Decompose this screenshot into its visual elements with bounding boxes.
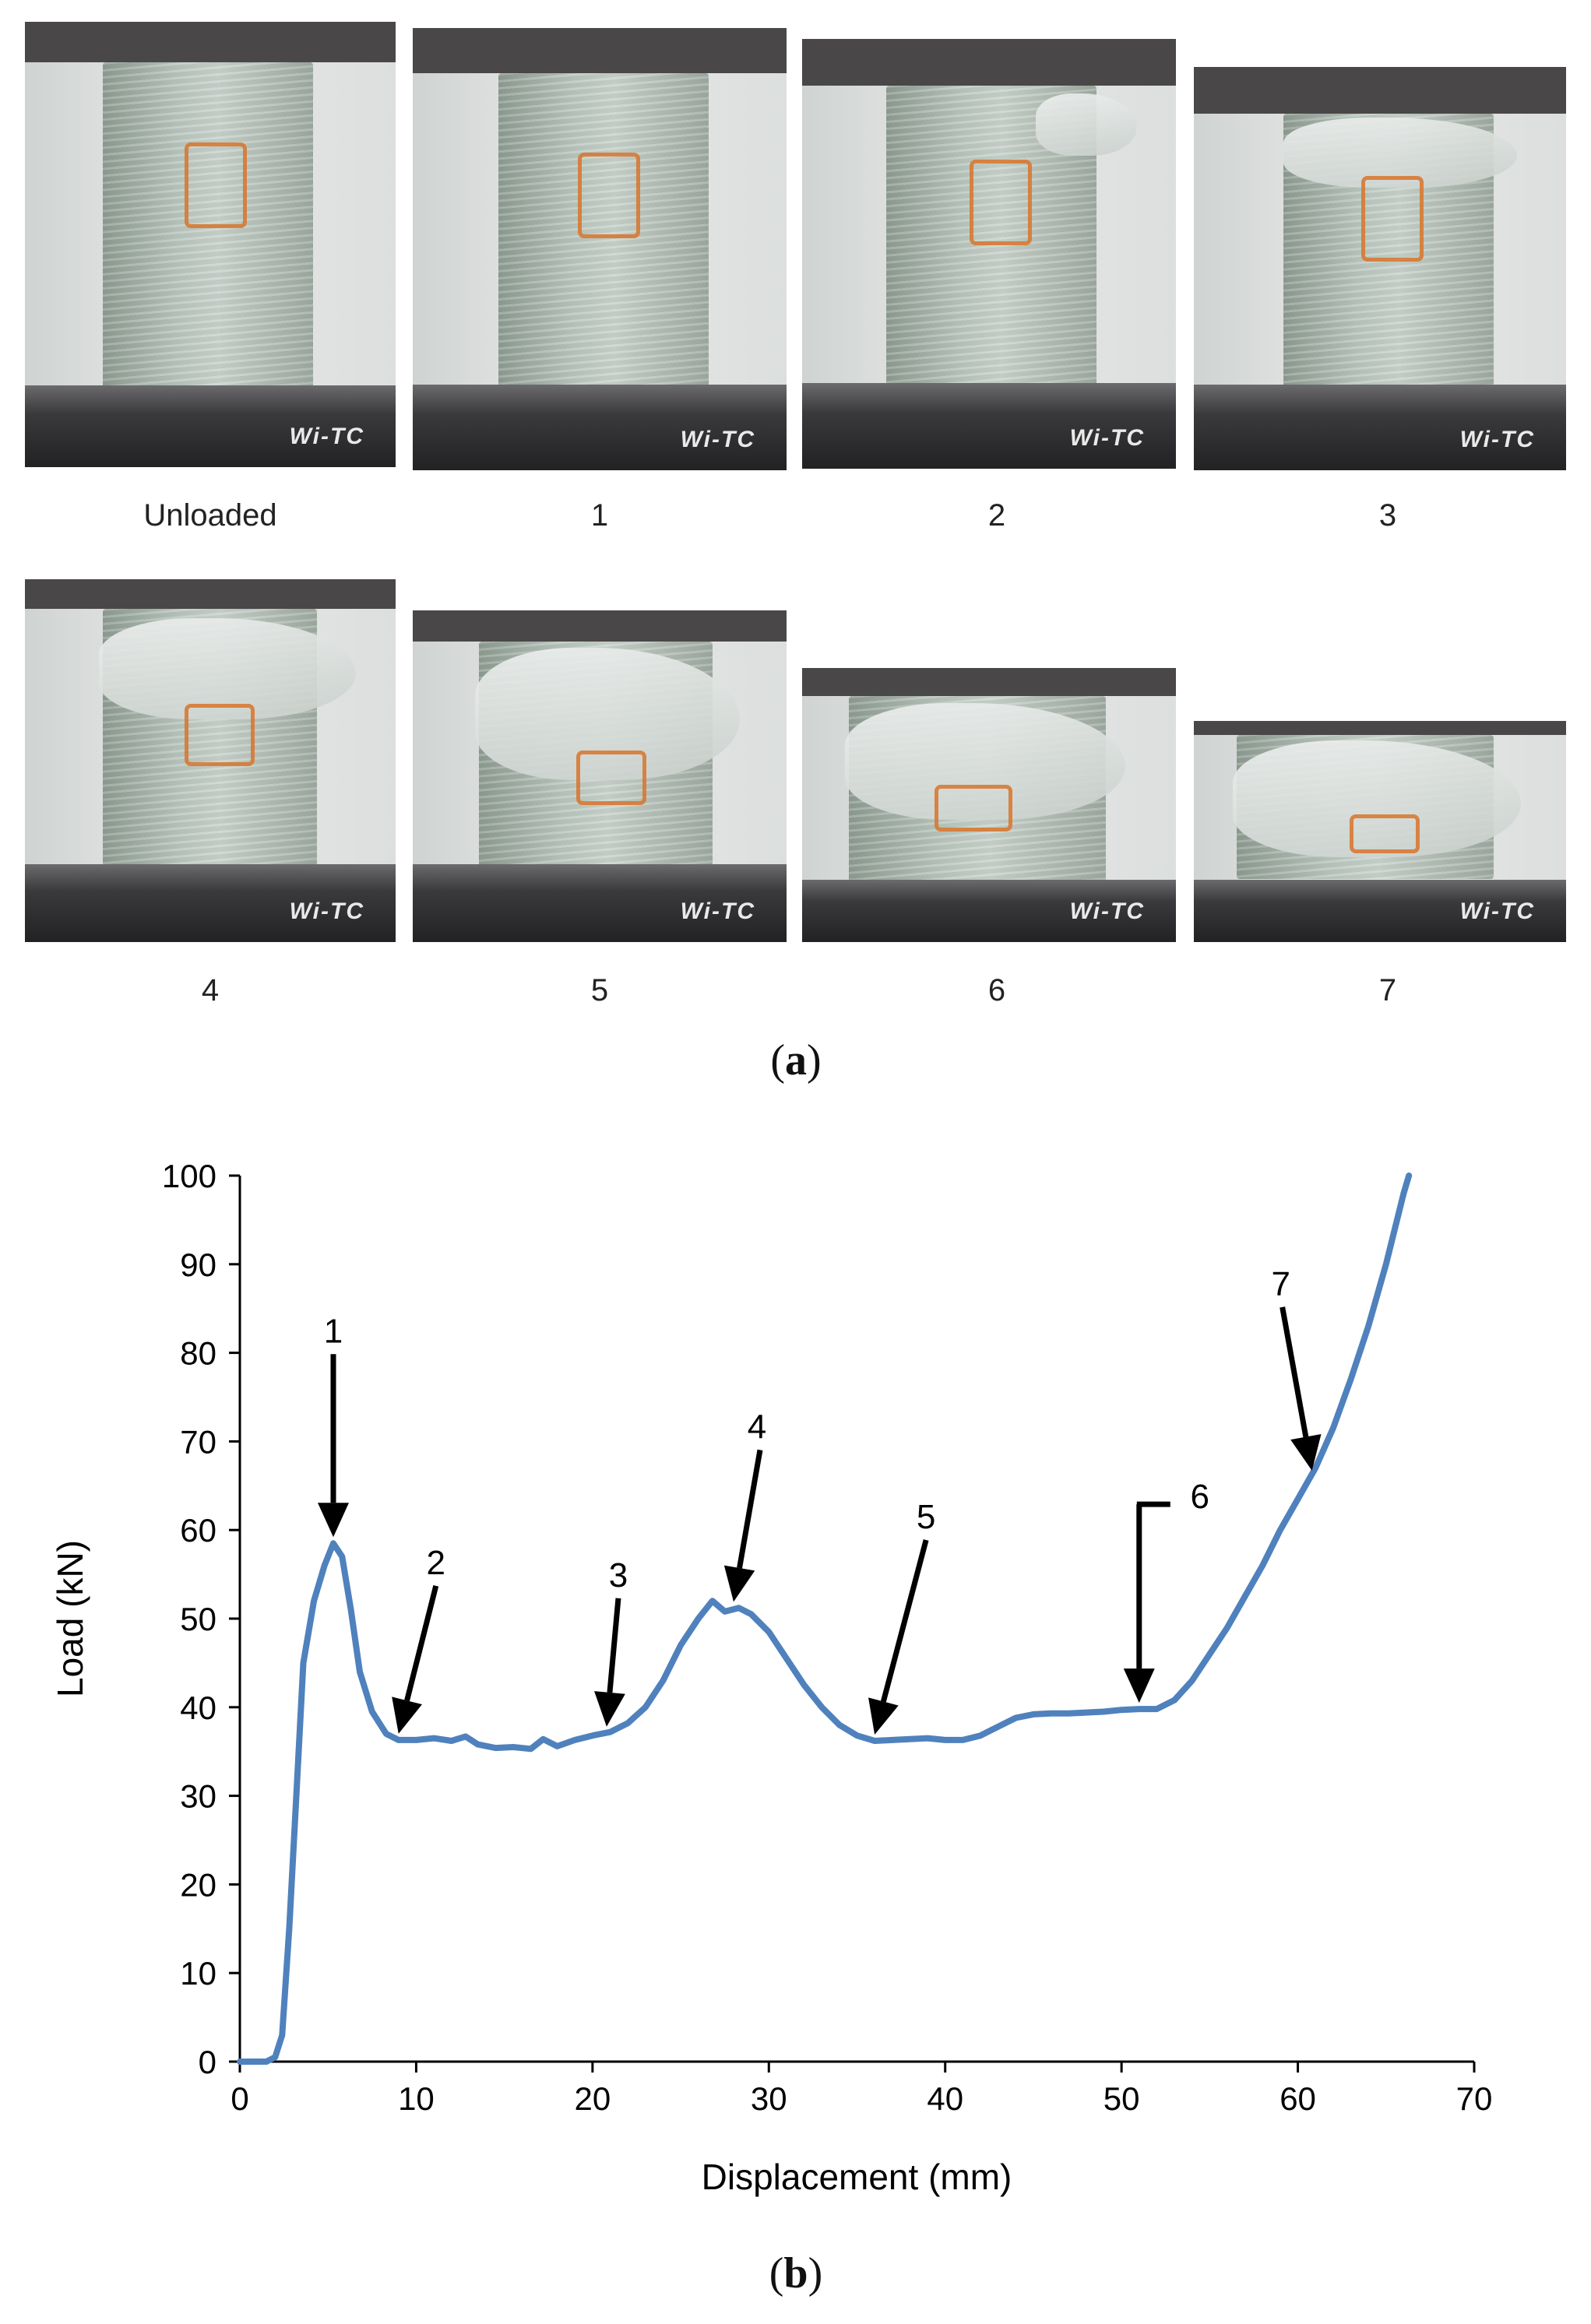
caption-7: 7 bbox=[1378, 973, 1397, 1007]
caption-1: 1 bbox=[590, 498, 609, 533]
annotation-label: 4 bbox=[748, 1408, 766, 1446]
y-tick-label: 20 bbox=[180, 1866, 216, 1903]
caption-3: 3 bbox=[1378, 498, 1397, 533]
annotation-2: 2 bbox=[392, 1544, 445, 1734]
specimen-photo-2: Wi-TC bbox=[802, 39, 1176, 469]
annotation-arrow-head bbox=[594, 1691, 625, 1727]
x-axis-label: Displacement (mm) bbox=[702, 2157, 1012, 2197]
panel-label-a: (a) bbox=[770, 1036, 822, 1085]
annotation-1: 1 bbox=[318, 1312, 350, 1538]
specimen-photo-4: Wi-TC bbox=[25, 579, 396, 942]
logo-text: Wi-TC bbox=[1069, 898, 1145, 924]
annotation-label: 1 bbox=[324, 1312, 343, 1350]
series-line bbox=[237, 1173, 1413, 2065]
caption-5: 5 bbox=[590, 973, 609, 1007]
annotation-arrow-shaft bbox=[404, 1585, 439, 1702]
annotation-arrow-head bbox=[868, 1697, 899, 1735]
specimen-photo-unloaded: Wi-TC bbox=[25, 22, 396, 467]
x-tick-label: 20 bbox=[574, 2080, 611, 2117]
caption-6: 6 bbox=[987, 973, 1006, 1007]
x-tick-label: 50 bbox=[1103, 2080, 1140, 2117]
x-tick-label: 10 bbox=[398, 2080, 435, 2117]
logo-text: Wi-TC bbox=[1459, 898, 1535, 924]
y-tick-label: 50 bbox=[180, 1601, 216, 1637]
annotation-label: 5 bbox=[917, 1498, 935, 1536]
x-tick-label: 40 bbox=[927, 2080, 963, 2117]
annotation-arrow-shaft bbox=[607, 1598, 621, 1693]
specimen-photo-5: Wi-TC bbox=[413, 610, 787, 942]
annotation-3: 3 bbox=[594, 1556, 628, 1727]
logo-text: Wi-TC bbox=[1069, 425, 1145, 451]
annotation-5: 5 bbox=[868, 1498, 935, 1735]
annotation-arrow-head bbox=[723, 1565, 755, 1602]
annotation-label: 2 bbox=[427, 1544, 445, 1582]
y-tick-label: 60 bbox=[180, 1512, 216, 1549]
annotation-label: 3 bbox=[609, 1556, 628, 1594]
y-tick-label: 90 bbox=[180, 1246, 216, 1283]
logo-text: Wi-TC bbox=[1459, 427, 1535, 452]
y-tick-label: 100 bbox=[162, 1158, 216, 1194]
specimen-photo-1: Wi-TC bbox=[413, 28, 787, 470]
logo-text: Wi-TC bbox=[289, 898, 364, 924]
annotation-arrow-head bbox=[318, 1503, 350, 1538]
y-axis-label: Load (kN) bbox=[50, 1540, 90, 1697]
annotation-arrow-head bbox=[1123, 1668, 1155, 1703]
panel-label-b: (b) bbox=[769, 2249, 823, 2298]
annotation-arrow-head bbox=[392, 1696, 422, 1734]
y-tick-label: 80 bbox=[180, 1335, 216, 1372]
logo-text: Wi-TC bbox=[680, 427, 755, 452]
x-tick-label: 0 bbox=[231, 2080, 248, 2117]
logo-text: Wi-TC bbox=[680, 898, 755, 924]
specimen-photo-7: Wi-TC bbox=[1194, 721, 1566, 942]
annotation-7: 7 bbox=[1271, 1265, 1322, 1471]
x-tick-label: 70 bbox=[1456, 2080, 1493, 2117]
annotation-arrow-shaft bbox=[880, 1539, 929, 1703]
annotation-6: 6 bbox=[1123, 1478, 1209, 1703]
caption-4: 4 bbox=[201, 973, 220, 1007]
annotation-label: 6 bbox=[1191, 1478, 1209, 1516]
specimen-photo-6: Wi-TC bbox=[802, 668, 1176, 942]
load-displacement-chart: 0 10 20 30 40 50 60 70 80 90 100 0 10 20 30 40 50 60 70 L… bbox=[50, 1158, 1493, 2197]
caption-unloaded: Unloaded bbox=[143, 498, 277, 533]
y-tick-label: 30 bbox=[180, 1778, 216, 1815]
annotation-4: 4 bbox=[723, 1408, 766, 1602]
annotation-label: 7 bbox=[1271, 1265, 1290, 1303]
logo-text: Wi-TC bbox=[289, 424, 364, 449]
x-tick-label: 60 bbox=[1279, 2080, 1316, 2117]
y-tick-label: 70 bbox=[180, 1423, 216, 1460]
annotation-arrow-head bbox=[1290, 1434, 1322, 1471]
annotation-arrow-shaft bbox=[1279, 1306, 1309, 1438]
y-tick-label: 10 bbox=[180, 1955, 216, 1992]
x-tick-label: 30 bbox=[751, 2080, 787, 2117]
y-tick-label: 40 bbox=[180, 1689, 216, 1726]
y-tick-label: 0 bbox=[199, 2044, 216, 2080]
specimen-photo-3: Wi-TC bbox=[1194, 67, 1566, 470]
annotation-arrow-shaft bbox=[737, 1449, 763, 1569]
caption-2: 2 bbox=[987, 498, 1006, 533]
